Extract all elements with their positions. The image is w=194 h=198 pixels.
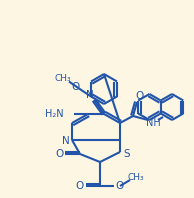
Text: O: O bbox=[76, 181, 84, 191]
Text: NH: NH bbox=[146, 118, 160, 128]
Text: S: S bbox=[124, 149, 130, 159]
Text: CH₃: CH₃ bbox=[55, 74, 71, 83]
Text: CH₃: CH₃ bbox=[128, 172, 144, 182]
Text: H₂N: H₂N bbox=[45, 109, 64, 119]
Text: O: O bbox=[71, 82, 79, 91]
Text: N: N bbox=[62, 136, 70, 146]
Text: N: N bbox=[86, 90, 94, 100]
Text: O: O bbox=[135, 91, 143, 101]
Text: O: O bbox=[116, 181, 124, 191]
Text: O: O bbox=[55, 149, 63, 159]
